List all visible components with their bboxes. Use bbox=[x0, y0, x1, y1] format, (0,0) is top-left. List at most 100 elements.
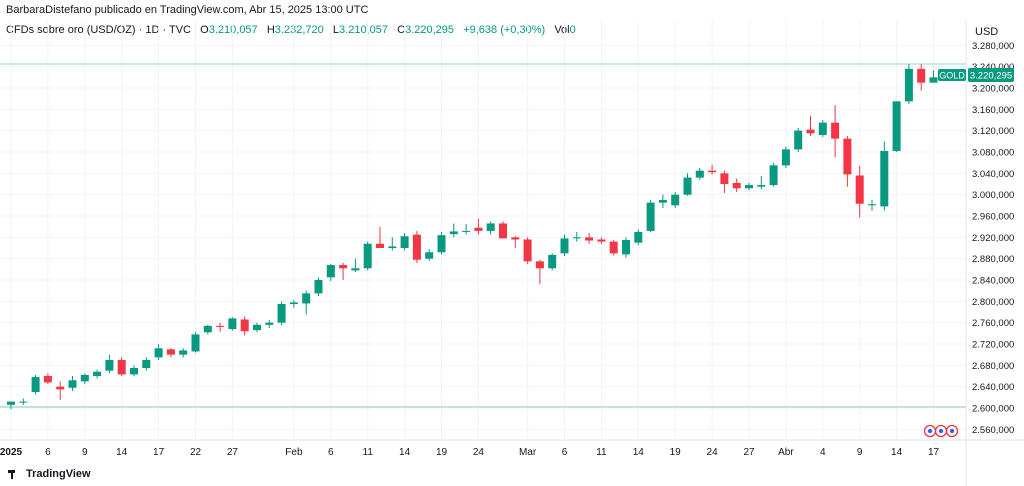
candle bbox=[363, 241, 372, 271]
candle bbox=[732, 178, 741, 192]
candles bbox=[7, 64, 938, 410]
candle-body bbox=[535, 261, 544, 269]
candle bbox=[376, 226, 384, 248]
candle-body bbox=[326, 265, 335, 278]
time-tick-label: 14 bbox=[633, 447, 645, 458]
grid-lines bbox=[0, 20, 966, 440]
candle bbox=[277, 301, 286, 326]
candle-body bbox=[240, 319, 249, 332]
volume-label: Vol bbox=[554, 24, 570, 36]
tradingview-logo[interactable]: TradingView bbox=[8, 468, 91, 480]
candle-body bbox=[351, 268, 360, 271]
candle-body bbox=[880, 150, 889, 207]
candle bbox=[769, 162, 778, 187]
candle bbox=[499, 221, 507, 239]
candle-body bbox=[462, 230, 471, 232]
candle bbox=[831, 105, 840, 158]
candle bbox=[130, 365, 138, 376]
candle-body bbox=[794, 130, 803, 150]
candle-body bbox=[314, 280, 323, 294]
candle bbox=[929, 70, 938, 83]
time-tick-label: 17 bbox=[928, 447, 940, 458]
candle-body bbox=[658, 200, 667, 203]
candle bbox=[166, 348, 175, 358]
candle-body bbox=[437, 235, 446, 253]
candle bbox=[560, 234, 569, 256]
candle-body bbox=[499, 223, 507, 239]
candle bbox=[449, 223, 458, 238]
candle bbox=[511, 236, 520, 248]
candle-body bbox=[597, 239, 606, 242]
time-tick-label: 2025 bbox=[0, 447, 23, 458]
candle-body bbox=[425, 252, 434, 259]
candle-body bbox=[56, 386, 65, 390]
event-icons bbox=[923, 424, 959, 438]
candle-body bbox=[572, 237, 581, 239]
price-tick-label: 3.080,000 bbox=[972, 148, 1014, 159]
candle-body bbox=[191, 334, 200, 352]
price-tick-label: 2.840,000 bbox=[972, 276, 1014, 287]
price-tick-label: 2.640,000 bbox=[972, 382, 1014, 393]
candle bbox=[855, 165, 864, 218]
candle-body bbox=[646, 202, 655, 231]
candle-body bbox=[781, 149, 790, 166]
candle-body bbox=[130, 368, 138, 375]
candle bbox=[781, 146, 790, 168]
candle-body bbox=[93, 371, 102, 376]
candle-body bbox=[868, 204, 876, 206]
candle bbox=[93, 369, 102, 379]
candle bbox=[708, 164, 717, 175]
candle-body bbox=[43, 376, 52, 383]
currency-label[interactable]: USD bbox=[975, 26, 999, 38]
candle bbox=[880, 141, 889, 211]
gold-tag-box bbox=[938, 69, 966, 81]
time-tick-label: 14 bbox=[116, 447, 128, 458]
price-tick-label: 2.880,000 bbox=[972, 254, 1014, 265]
candle-body bbox=[843, 138, 852, 175]
time-tick-label: 19 bbox=[670, 447, 682, 458]
time-tick-label: 6 bbox=[562, 447, 568, 458]
price-tick-label: 3.000,000 bbox=[972, 190, 1014, 201]
candle-body bbox=[31, 377, 40, 392]
time-tick-label: 6 bbox=[328, 447, 334, 458]
candle bbox=[462, 224, 471, 235]
publisher-header: BarbaraDistefano publicado en TradingVie… bbox=[6, 4, 369, 16]
candle-body bbox=[289, 302, 298, 304]
time-tick-label: 11 bbox=[596, 447, 607, 458]
candle bbox=[326, 264, 335, 282]
last-price-marker: GOLD 3.220,295 bbox=[938, 68, 1014, 82]
low-value: 3.210,057 bbox=[339, 24, 388, 36]
candle bbox=[597, 237, 606, 244]
candle-body bbox=[708, 170, 717, 173]
time-tick-label: 4 bbox=[820, 447, 826, 458]
candle bbox=[216, 322, 225, 332]
time-tick-label: 17 bbox=[153, 447, 165, 458]
candle bbox=[388, 237, 397, 251]
candle bbox=[868, 200, 876, 211]
candle bbox=[904, 64, 913, 104]
candle-body bbox=[622, 240, 630, 255]
price-tick-label: 3.240,000 bbox=[972, 62, 1014, 73]
candle-body bbox=[929, 77, 938, 83]
candle bbox=[68, 376, 77, 391]
time-tick-label: 24 bbox=[473, 447, 485, 458]
candle bbox=[523, 237, 532, 264]
gold-tag: GOLD bbox=[939, 71, 965, 81]
candle bbox=[548, 253, 557, 271]
time-tick-label: 11 bbox=[363, 447, 374, 458]
candle bbox=[843, 136, 852, 187]
time-tick-label: Abr bbox=[778, 447, 794, 458]
candle-body bbox=[277, 304, 286, 323]
candle-body bbox=[228, 318, 237, 330]
candle bbox=[117, 357, 126, 376]
price-tick-label: 2.800,000 bbox=[972, 297, 1014, 308]
candle-body bbox=[68, 380, 77, 388]
price-tick-label: 3.160,000 bbox=[972, 105, 1014, 116]
candle-body bbox=[19, 401, 28, 403]
close-label: C bbox=[397, 24, 406, 36]
candle bbox=[228, 317, 237, 331]
candle bbox=[806, 115, 815, 136]
candle-body bbox=[745, 185, 753, 189]
symbol-name[interactable]: CFDs sobre oro (USD/OZ) · 1D · TVC bbox=[6, 24, 191, 36]
